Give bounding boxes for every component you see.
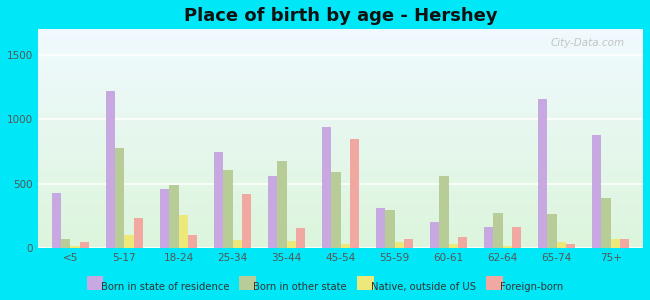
Bar [601,198,610,248]
Bar [61,238,70,248]
Bar [448,244,458,248]
Bar [70,246,80,248]
Bar [52,193,61,248]
Bar [160,189,169,248]
Bar [179,215,188,248]
Bar [439,176,448,248]
Bar [80,242,89,248]
Bar [268,176,278,248]
Bar [134,218,143,248]
Bar [350,139,359,248]
Bar [566,244,575,248]
Bar [385,210,395,248]
Text: City-Data.com: City-Data.com [551,38,625,48]
Bar [106,91,115,248]
Bar [125,235,134,248]
Bar [376,208,385,248]
Bar [278,160,287,248]
Title: Place of birth by age - Hershey: Place of birth by age - Hershey [184,7,497,25]
Bar [538,99,547,248]
Bar [214,152,224,248]
Bar [620,238,629,248]
Bar [242,194,251,248]
Bar [404,238,413,248]
Bar [610,238,620,248]
Bar [115,148,125,248]
Bar [322,127,332,248]
Bar [296,228,305,248]
Bar [188,235,197,248]
Bar [395,242,404,248]
Legend: Born in state of residence, Born in other state, Native, outside of US, Foreign-: Born in state of residence, Born in othe… [84,279,566,295]
Bar [287,241,296,248]
Bar [169,185,179,248]
Bar [592,135,601,248]
Bar [556,242,566,248]
Bar [502,246,512,248]
Bar [512,227,521,248]
Bar [332,172,341,248]
Bar [341,244,350,248]
Bar [547,214,556,248]
Bar [493,213,502,248]
Bar [458,237,467,248]
Bar [484,227,493,248]
Bar [233,240,242,248]
Bar [430,222,439,248]
Bar [224,169,233,248]
